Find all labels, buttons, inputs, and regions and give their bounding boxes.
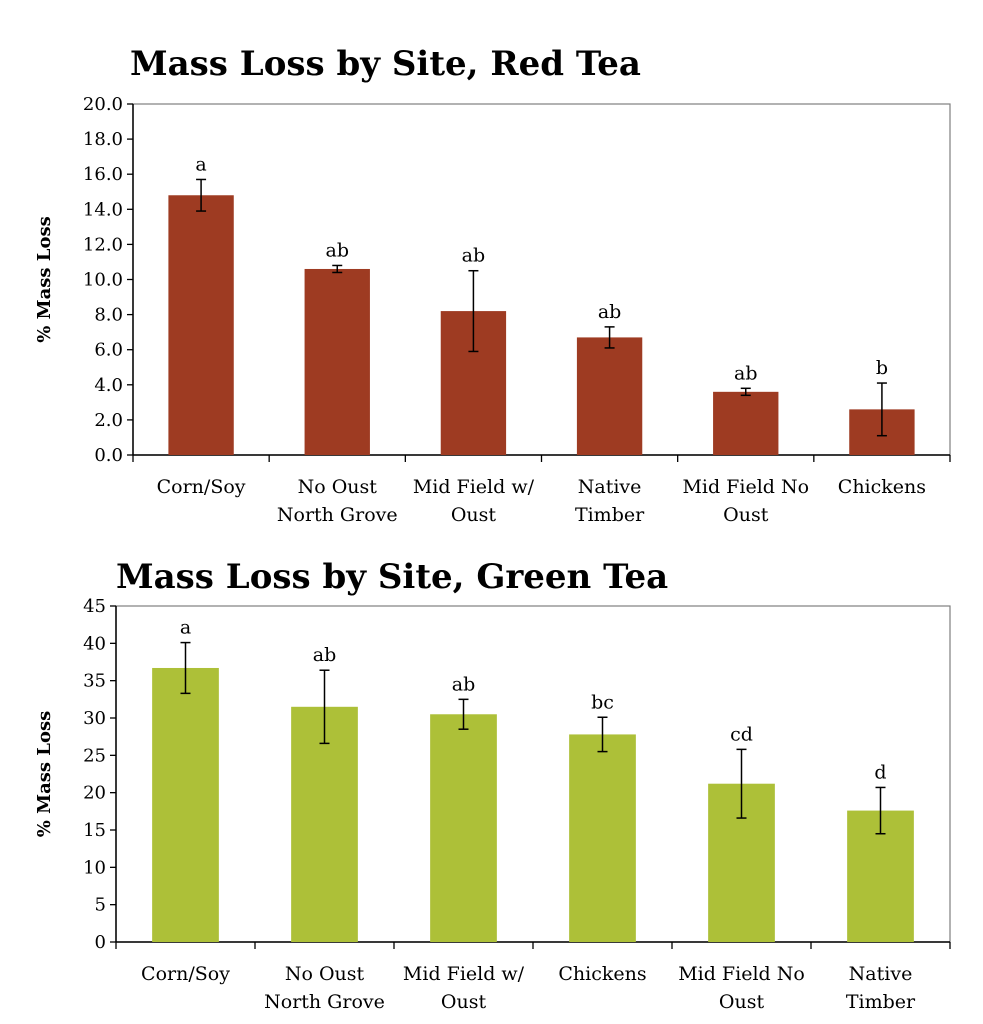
y-tick-label: 4.0 <box>94 375 123 396</box>
chart-title: Mass Loss by Site, Green Tea <box>116 557 669 597</box>
y-tick-label: 14.0 <box>83 199 123 220</box>
bar <box>569 734 636 942</box>
y-tick-label: 6.0 <box>94 340 123 361</box>
x-tick-label: Native <box>849 963 913 985</box>
bar <box>304 268 370 455</box>
y-tick-label: 18.0 <box>83 129 123 150</box>
x-tick-label: Corn/Soy <box>157 476 246 498</box>
bar <box>576 337 643 455</box>
significance-letter: a <box>195 153 206 175</box>
significance-letter: ab <box>452 673 476 695</box>
significance-letter: ab <box>326 239 350 261</box>
significance-letter: ab <box>313 644 337 666</box>
chart-green-tea: Mass Loss by Site, Green Tea 0 5 10 15 20 25 3… <box>0 535 983 1024</box>
y-tick-label: 10.0 <box>83 270 123 291</box>
significance-letter: ab <box>598 301 622 323</box>
x-tick-label: Mid Field No <box>678 963 805 985</box>
y-tick-label: 12.0 <box>83 234 123 255</box>
chart-title: Mass Loss by Site, Red Tea <box>130 44 641 84</box>
x-tick-label: Oust <box>451 504 497 526</box>
plot-area-border <box>132 103 951 456</box>
x-tick-label: North Grove <box>264 991 385 1013</box>
y-tick-label: 35 <box>83 671 106 692</box>
chart-plot-red-tea: 0.0 2.0 4.0 6.0 8.0 10.0 12.0 14.0 16.0 18.0 20.0%… <box>34 94 951 526</box>
x-tick-label: Chickens <box>838 476 926 498</box>
x-tick-label: Oust <box>719 991 765 1013</box>
x-tick-label: Corn/Soy <box>141 963 230 985</box>
y-tick-label: 45 <box>83 596 106 617</box>
x-tick-label: North Grove <box>277 504 398 526</box>
y-tick-label: 25 <box>83 745 106 766</box>
chart-red-tea: Mass Loss by Site, Red Tea 0.0 2.0 4.0 6.0 8… <box>34 44 951 526</box>
y-tick-label: 5 <box>95 895 106 916</box>
y-axis-label: % Mass Loss <box>34 216 55 342</box>
significance-letter: bc <box>591 691 614 713</box>
x-tick-label: Mid Field No <box>682 476 809 498</box>
y-tick-label: 2.0 <box>94 410 123 431</box>
chart-plot-green-tea: 0 5 10 15 20 25 30 35 40 45 % Mass Loss a Corn/Soy ab… <box>34 596 951 1013</box>
x-tick-label: Oust <box>441 991 487 1013</box>
y-tick-label: 40 <box>83 633 106 654</box>
x-tick-label: Chickens <box>558 963 646 985</box>
significance-letter: ab <box>462 245 486 267</box>
y-tick-label: 15 <box>83 820 106 841</box>
significance-letter: cd <box>730 723 753 745</box>
x-tick-label: Timber <box>575 504 645 526</box>
bar <box>168 195 234 455</box>
significance-letter: ab <box>734 362 758 384</box>
y-tick-label: 20.0 <box>83 94 123 115</box>
y-tick-label: 16.0 <box>83 164 123 185</box>
bar <box>152 667 219 942</box>
x-tick-label: Mid Field w/ <box>403 963 525 985</box>
bar <box>713 391 779 455</box>
y-tick-label: 8.0 <box>94 305 123 326</box>
y-tick-label: 10 <box>83 857 106 878</box>
significance-letter: a <box>180 617 191 639</box>
y-tick-label: 0 <box>95 932 106 953</box>
y-tick-label: 20 <box>83 783 106 804</box>
y-tick-label: 0.0 <box>94 445 123 466</box>
x-tick-label: No Oust <box>298 476 378 498</box>
plot-area-border <box>115 605 951 943</box>
x-tick-label: Native <box>578 476 642 498</box>
bar <box>430 714 497 942</box>
bar <box>291 706 358 942</box>
x-tick-label: Timber <box>846 991 916 1013</box>
x-tick-label: No Oust <box>285 963 365 985</box>
y-tick-label: 30 <box>83 708 106 729</box>
y-axis-label: % Mass Loss <box>34 711 55 837</box>
x-tick-label: Oust <box>723 504 769 526</box>
significance-letter: d <box>874 761 886 783</box>
x-tick-label: Mid Field w/ <box>413 476 535 498</box>
significance-letter: b <box>876 357 888 379</box>
